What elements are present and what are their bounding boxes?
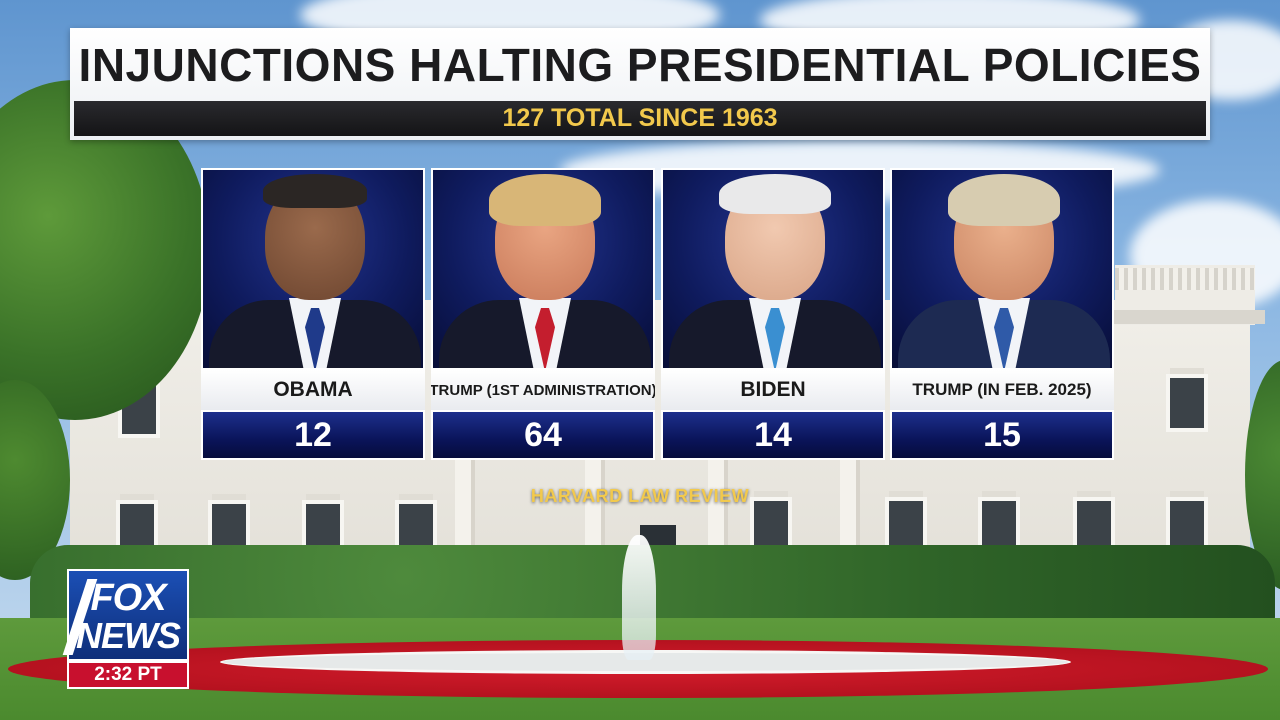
injunction-count: 12 — [201, 410, 425, 460]
president-card: BIDEN 14 — [661, 168, 885, 460]
portrait-photo — [661, 168, 885, 370]
portrait-photo — [890, 168, 1114, 370]
fox-news-bug: FOX NEWS 2:32 PT — [62, 569, 189, 689]
graphic-subtitle: 127 TOTAL SINCE 1963 — [502, 104, 778, 132]
fountain-spray — [622, 535, 656, 660]
subtitle-bar: 127 TOTAL SINCE 1963 — [74, 101, 1206, 136]
cornice — [1110, 310, 1265, 324]
president-name: OBAMA — [201, 370, 425, 410]
roof-balustrade — [1115, 268, 1255, 290]
president-name: TRUMP (1ST ADMINISTRATION) — [431, 370, 655, 410]
fox-news-logo: FOX NEWS — [62, 569, 189, 661]
injunction-count: 64 — [431, 410, 655, 460]
president-card: OBAMA 12 — [201, 168, 425, 460]
portico-column — [840, 460, 860, 570]
president-card: TRUMP (IN FEB. 2025) 15 — [890, 168, 1114, 460]
window — [1166, 374, 1208, 432]
portrait-photo — [201, 168, 425, 370]
logo-news-text: NEWS — [76, 615, 181, 656]
hair — [263, 174, 367, 208]
injunction-count: 15 — [890, 410, 1114, 460]
hair — [948, 174, 1060, 226]
president-card: TRUMP (1ST ADMINISTRATION) 64 — [431, 168, 655, 460]
president-name: BIDEN — [661, 370, 885, 410]
clock-time: 2:32 PT — [67, 661, 189, 689]
graphic-title: INJUNCTIONS HALTING PRESIDENTIAL POLICIE… — [78, 39, 1202, 91]
title-banner: INJUNCTIONS HALTING PRESIDENTIAL POLICIE… — [70, 28, 1210, 140]
hair — [489, 174, 601, 226]
portico-column — [708, 460, 728, 570]
president-name: TRUMP (IN FEB. 2025) — [890, 370, 1114, 410]
portico-column — [585, 460, 605, 570]
injunction-count: 14 — [661, 410, 885, 460]
portrait-photo — [431, 168, 655, 370]
portico-column — [455, 460, 475, 570]
hair — [719, 174, 831, 214]
logo-fox-text: FOX — [90, 577, 166, 619]
source-credit: HARVARD LAW REVIEW — [530, 486, 750, 506]
